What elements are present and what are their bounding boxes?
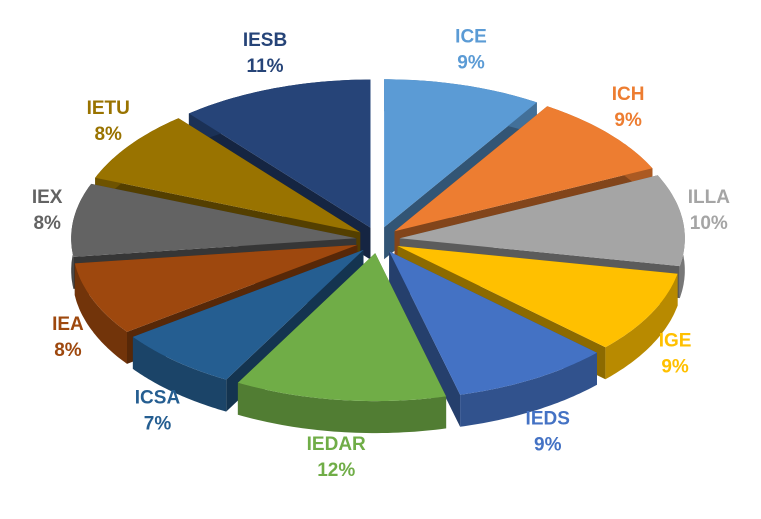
slice-label: IEDAR <box>307 434 366 455</box>
slice-value-label: 9% <box>614 110 642 131</box>
slice <box>399 175 685 267</box>
slice-value-label: 9% <box>661 356 689 377</box>
slice-label: IETU <box>87 98 130 119</box>
slice-value-label: 8% <box>54 340 82 361</box>
slice-wall <box>132 336 227 412</box>
slice <box>132 249 364 380</box>
slice <box>394 106 653 232</box>
slice-label: ICH <box>612 84 645 105</box>
slice-wall <box>460 352 597 427</box>
slice <box>237 253 447 402</box>
slice-wall <box>237 382 447 434</box>
slice-value-label: 11% <box>247 56 284 77</box>
slice-wall <box>605 273 678 380</box>
slice-label: ICSA <box>135 387 181 408</box>
slice-value-label: 9% <box>457 52 485 73</box>
slice <box>95 118 361 233</box>
slice-label: ILLA <box>688 187 730 208</box>
slice-label: ICE <box>455 26 487 47</box>
slice <box>384 79 537 228</box>
slice-value-label: 10% <box>690 213 728 234</box>
slice-label: IEX <box>32 187 63 208</box>
slice-value-label: 12% <box>317 460 355 481</box>
slice-wall <box>74 263 127 364</box>
slice-label: IESB <box>243 30 287 51</box>
slice-label: IGE <box>659 330 692 351</box>
slice-side <box>389 251 461 427</box>
slice-value-label: 9% <box>534 435 562 456</box>
slice-value-label: 8% <box>33 213 61 234</box>
slice-value-label: 7% <box>144 413 172 434</box>
slice <box>188 79 371 228</box>
slice-value-label: 8% <box>94 124 122 145</box>
slice <box>397 246 678 348</box>
slice-label: IEDS <box>526 409 570 430</box>
slice <box>71 183 357 257</box>
slice <box>74 244 358 332</box>
slice-label: IEA <box>52 314 84 335</box>
slice <box>389 251 597 395</box>
